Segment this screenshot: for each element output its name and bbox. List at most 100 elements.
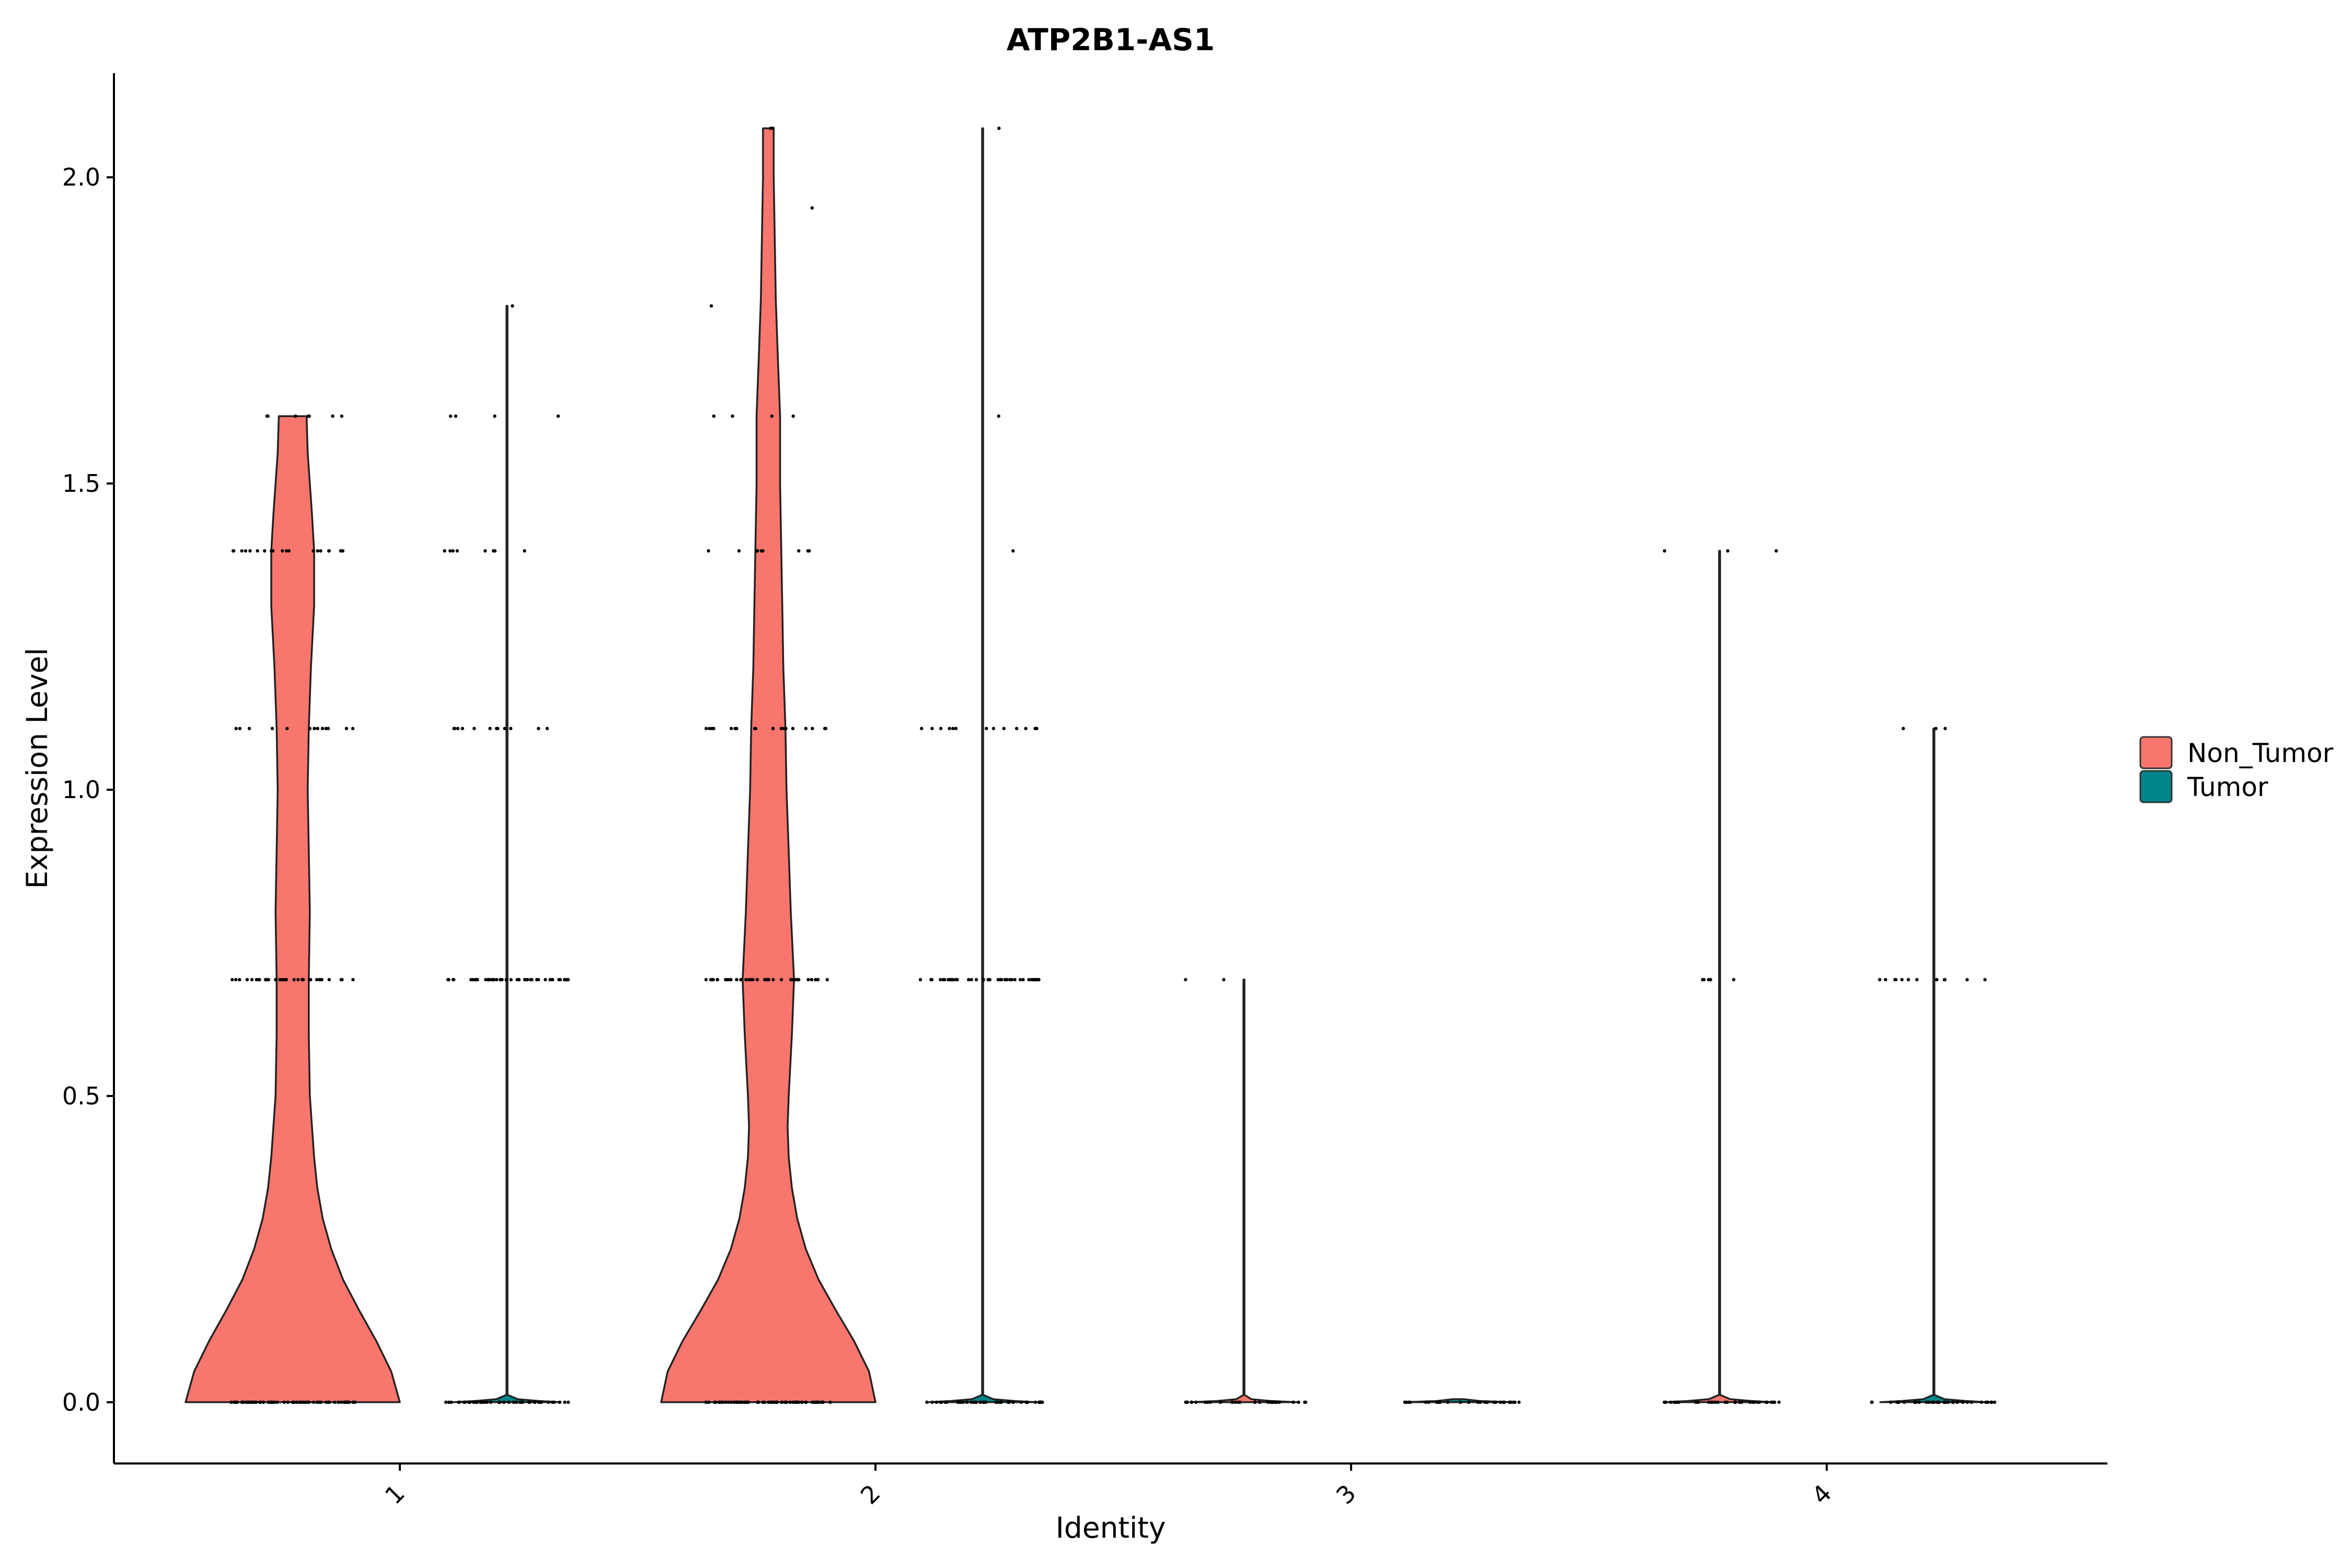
data-point bbox=[996, 1400, 999, 1404]
data-point bbox=[1030, 978, 1033, 982]
data-point bbox=[283, 978, 287, 982]
data-point bbox=[282, 1400, 286, 1404]
data-point bbox=[1990, 1400, 1994, 1404]
data-point bbox=[744, 978, 748, 982]
data-point bbox=[333, 1400, 337, 1404]
data-point bbox=[775, 1400, 779, 1404]
data-point bbox=[1900, 978, 1904, 982]
data-point bbox=[509, 727, 513, 731]
legend: Non_Tumor Tumor bbox=[2139, 736, 2334, 803]
data-point bbox=[1194, 1400, 1198, 1404]
data-point bbox=[1011, 549, 1015, 553]
data-point bbox=[1726, 549, 1730, 553]
data-point bbox=[1403, 1400, 1406, 1404]
x-axis-title: Identity bbox=[1056, 1511, 1166, 1544]
data-point bbox=[267, 1400, 270, 1404]
data-point bbox=[815, 1400, 820, 1404]
data-point bbox=[258, 978, 261, 982]
data-point bbox=[1507, 1400, 1512, 1404]
data-point bbox=[1424, 1400, 1427, 1404]
data-point bbox=[724, 1400, 728, 1404]
data-point bbox=[1304, 1400, 1308, 1404]
data-point bbox=[316, 727, 319, 731]
data-point bbox=[797, 549, 801, 553]
data-point bbox=[1002, 727, 1006, 731]
data-point bbox=[284, 549, 289, 553]
data-point bbox=[707, 1400, 711, 1404]
data-point bbox=[286, 1400, 290, 1404]
data-point bbox=[247, 727, 251, 731]
data-point bbox=[978, 1400, 983, 1404]
data-point bbox=[1218, 1400, 1223, 1404]
data-point bbox=[824, 727, 828, 731]
data-point bbox=[1943, 978, 1946, 982]
data-point bbox=[747, 978, 751, 982]
data-point bbox=[238, 978, 241, 982]
data-point bbox=[941, 978, 945, 982]
data-point bbox=[454, 414, 457, 418]
data-point bbox=[1027, 978, 1031, 982]
x-tick-label: 4 bbox=[1806, 1479, 1837, 1510]
data-point bbox=[1203, 1400, 1207, 1404]
data-point bbox=[997, 126, 1001, 130]
data-point bbox=[537, 1400, 541, 1404]
data-point bbox=[1984, 1400, 1988, 1404]
data-point bbox=[970, 1400, 973, 1404]
data-point bbox=[789, 978, 793, 982]
data-point bbox=[767, 978, 771, 982]
data-point bbox=[452, 727, 456, 731]
data-point bbox=[712, 414, 716, 418]
data-point bbox=[955, 978, 959, 982]
data-point bbox=[301, 978, 305, 982]
data-point bbox=[509, 978, 513, 982]
data-point bbox=[279, 978, 283, 982]
data-point bbox=[526, 978, 529, 982]
data-point bbox=[998, 1400, 1002, 1404]
data-point bbox=[447, 1400, 451, 1404]
data-point bbox=[984, 1400, 988, 1404]
data-point bbox=[256, 549, 259, 553]
data-point bbox=[1459, 1400, 1462, 1404]
data-point bbox=[718, 1400, 721, 1404]
data-point bbox=[735, 1400, 739, 1404]
data-point bbox=[739, 1400, 742, 1404]
data-point bbox=[1993, 1400, 1997, 1404]
data-point bbox=[925, 1400, 929, 1404]
data-point bbox=[328, 1400, 331, 1404]
data-point bbox=[1277, 1400, 1281, 1404]
data-point bbox=[812, 1400, 815, 1404]
data-point bbox=[939, 978, 942, 982]
data-point bbox=[1753, 1400, 1756, 1404]
data-point bbox=[771, 126, 775, 130]
data-point bbox=[1190, 1400, 1193, 1404]
data-point bbox=[444, 1400, 448, 1404]
data-point bbox=[1021, 978, 1025, 982]
data-point bbox=[974, 1400, 978, 1404]
data-point bbox=[1765, 1400, 1769, 1404]
data-point bbox=[275, 1400, 279, 1404]
data-point bbox=[1928, 1400, 1931, 1404]
data-point bbox=[755, 549, 759, 553]
data-point bbox=[1494, 1400, 1497, 1404]
data-point bbox=[557, 978, 561, 982]
data-point bbox=[733, 727, 737, 731]
data-point bbox=[313, 727, 316, 731]
data-point bbox=[297, 1400, 302, 1404]
data-point bbox=[814, 978, 817, 982]
data-point bbox=[1233, 1400, 1238, 1404]
data-point bbox=[494, 978, 499, 982]
data-point bbox=[956, 1400, 960, 1404]
data-point bbox=[763, 978, 767, 982]
data-point bbox=[247, 1400, 251, 1404]
violin-non-tumor-4 bbox=[1665, 550, 1774, 1403]
data-point bbox=[475, 1400, 479, 1404]
data-point bbox=[1917, 1400, 1921, 1404]
data-point bbox=[455, 549, 459, 553]
data-point bbox=[517, 978, 521, 982]
data-point bbox=[930, 727, 934, 731]
data-point bbox=[988, 978, 992, 982]
legend-key-tumor bbox=[2139, 770, 2173, 803]
data-point bbox=[472, 727, 476, 731]
data-point bbox=[483, 549, 487, 553]
data-point bbox=[1943, 1400, 1947, 1404]
